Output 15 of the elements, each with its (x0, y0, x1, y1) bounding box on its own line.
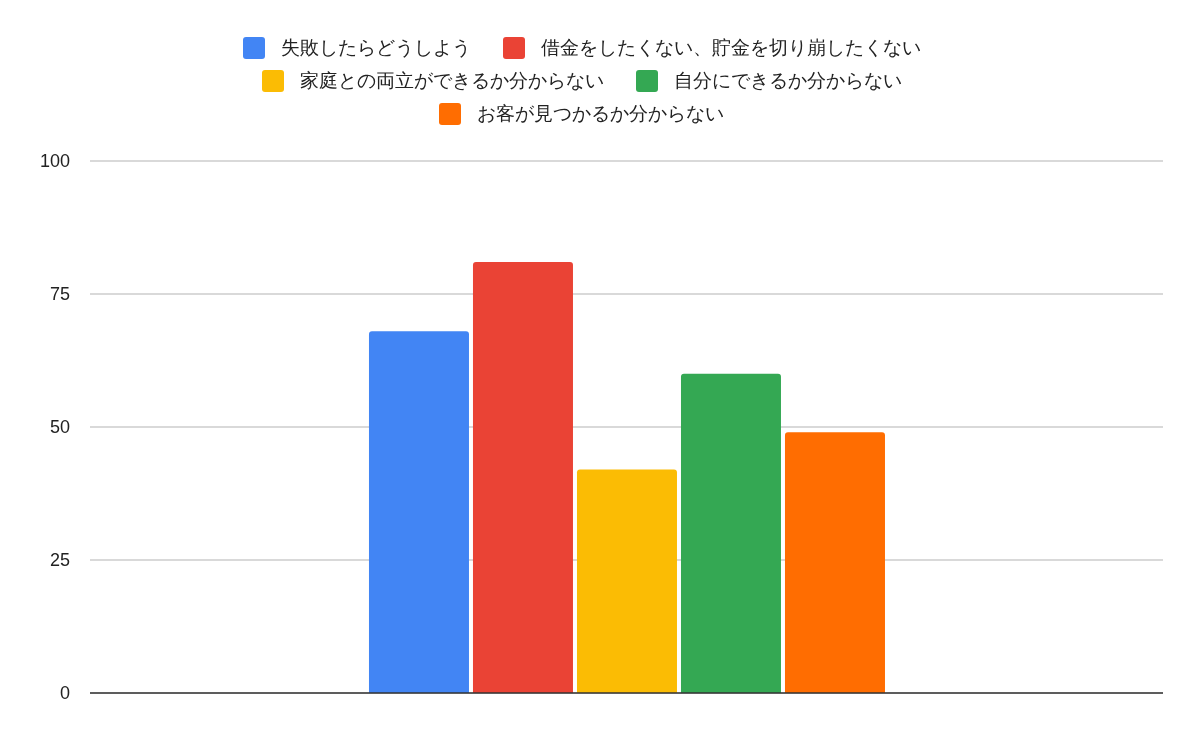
y-tick-label: 100 (39, 151, 70, 172)
legend-label: 自分にできるか分からない (673, 69, 902, 92)
legend-label: お客が見つかるか分からない (477, 102, 724, 125)
y-tick-label: 25 (49, 550, 70, 571)
y-tick-label: 50 (49, 417, 70, 438)
legend-label: 借金をしたくない、貯金を切り崩したくない (540, 36, 921, 59)
y-tick-label: 0 (59, 683, 70, 704)
y-tick-label: 75 (49, 284, 70, 305)
bar (680, 373, 781, 693)
bar (472, 262, 573, 693)
legend-label: 家庭との両立ができるか分からない (299, 69, 604, 92)
bar (576, 469, 677, 693)
bar (784, 432, 885, 693)
legend-label: 失敗したらどうしよう (280, 36, 471, 59)
bar (368, 331, 469, 693)
